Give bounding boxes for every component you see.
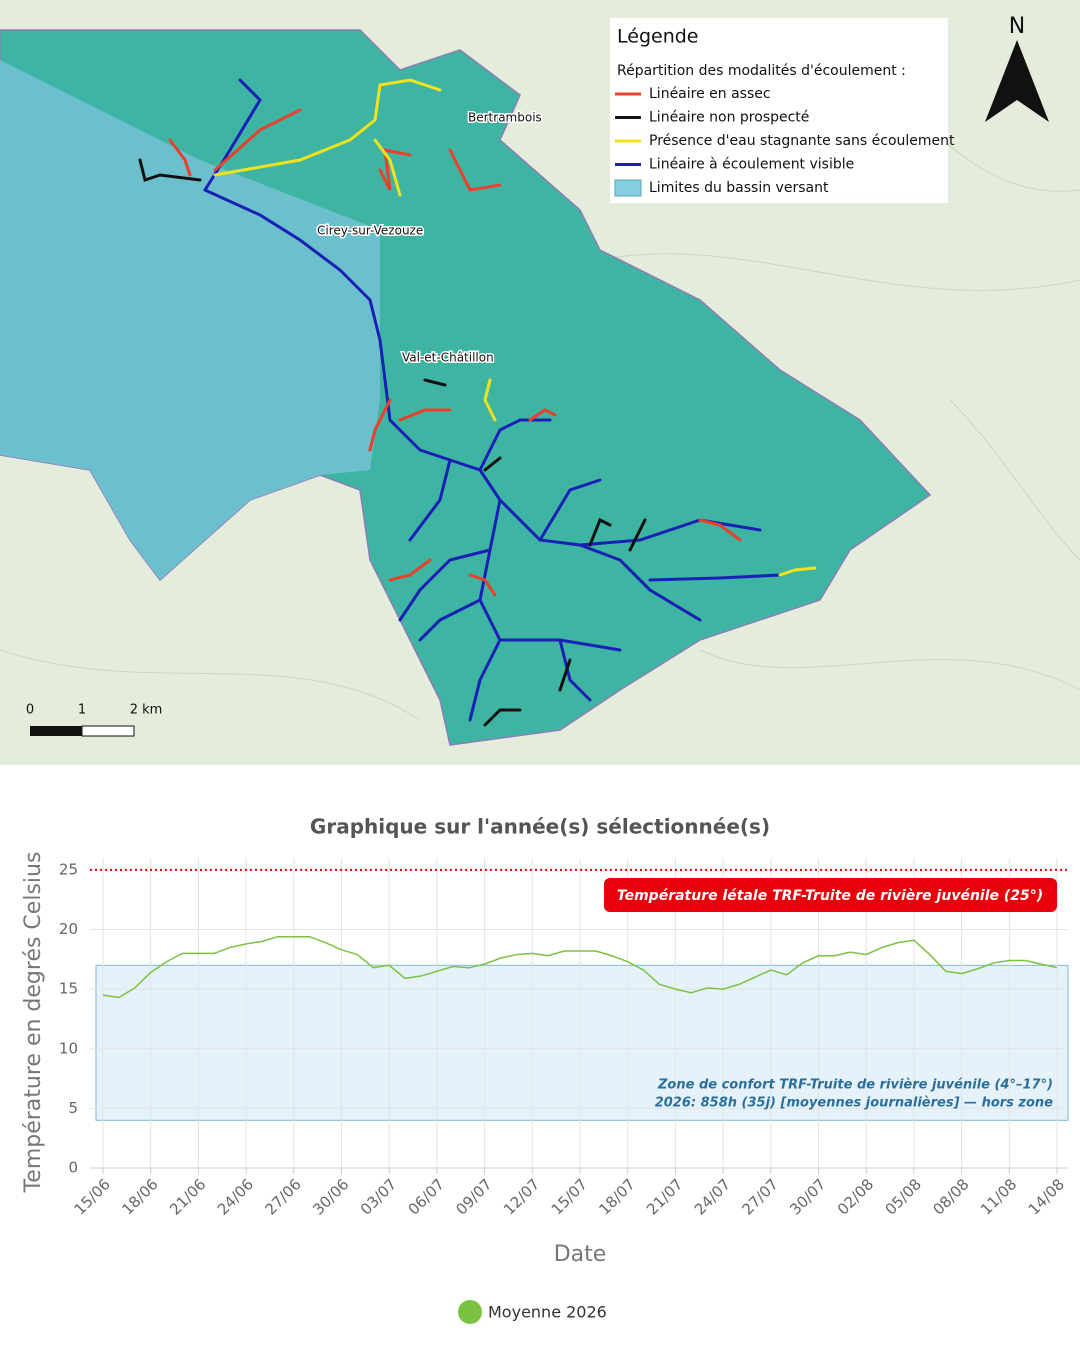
- y-tick-label: 20: [59, 920, 78, 938]
- x-tick-label: 21/06: [166, 1175, 209, 1218]
- x-tick-label: 27/06: [262, 1175, 305, 1218]
- x-tick-label: 24/07: [691, 1175, 734, 1218]
- x-tick-label: 15/07: [548, 1175, 591, 1218]
- scale-bar: [81, 725, 135, 737]
- legend-title: Légende: [617, 26, 698, 48]
- x-tick-label: 27/07: [739, 1175, 782, 1218]
- scale-label: 0: [26, 703, 34, 718]
- x-tick-label: 09/07: [452, 1175, 495, 1218]
- map: Bertrambois Cirey-sur-Vezouze Val-et-Châ…: [0, 0, 1080, 765]
- place-label: Bertrambois: [468, 111, 542, 125]
- scale-bar: [30, 726, 82, 736]
- north-arrow: [1017, 40, 1049, 122]
- x-tick-label: 15/06: [71, 1175, 114, 1218]
- x-tick-label: 14/08: [1025, 1175, 1068, 1218]
- y-tick-label: 0: [68, 1159, 78, 1177]
- x-tick-label: 21/07: [643, 1175, 686, 1218]
- legend-box: [610, 18, 948, 203]
- rivers: [138, 78, 817, 727]
- series-line: [102, 935, 1058, 999]
- x-tick-label: 02/08: [834, 1175, 877, 1218]
- legend-label: Présence d'eau stagnante sans écoulement: [649, 133, 955, 149]
- legend-swatch: [614, 179, 642, 197]
- lethal-badge: [604, 878, 1057, 912]
- scale-label: 1: [78, 703, 86, 718]
- x-axis-label: Date: [554, 1242, 607, 1267]
- comfort-zone: [95, 964, 1069, 1121]
- x-tick-label: 03/07: [357, 1175, 400, 1218]
- legend-label: Linéaire non prospecté: [649, 110, 809, 126]
- x-tick-label: 06/07: [405, 1175, 448, 1218]
- y-tick-label: 15: [59, 980, 78, 998]
- chart-title: Graphique sur l'année(s) sélectionnée(s): [310, 815, 770, 839]
- scale-label: 2 km: [130, 703, 163, 718]
- legend-subtitle: Répartition des modalités d'écoulement :: [617, 63, 906, 79]
- legend: Légende Répartition des modalités d'écou…: [610, 18, 955, 203]
- basin-west: [0, 60, 380, 580]
- y-axis-label: Température en degrés Celsius: [21, 852, 46, 1194]
- x-tick-label: 12/07: [500, 1175, 543, 1218]
- x-tick-label: 08/08: [929, 1175, 972, 1218]
- x-tick-label: 30/06: [309, 1175, 352, 1218]
- comfort-label: Zone de confort TRF-Truite de rivière ju…: [657, 1078, 1053, 1093]
- x-tick-label: 18/06: [118, 1175, 161, 1218]
- north-label: N: [1009, 14, 1025, 39]
- y-tick-label: 10: [59, 1039, 78, 1057]
- legend-label: Moyenne 2026: [488, 1303, 607, 1322]
- legend-label: Linéaire à écoulement visible: [649, 157, 854, 173]
- chart: Graphique sur l'année(s) sélectionnée(s)…: [21, 815, 1069, 1324]
- place-label: Val-et-Châtillon: [402, 351, 494, 365]
- comfort-label: 2026: 858h (35j) [moyennes journalières]…: [655, 1096, 1053, 1111]
- legend-marker: [458, 1300, 482, 1324]
- x-tick-label: 30/07: [786, 1175, 829, 1218]
- x-tick-label: 18/07: [595, 1175, 638, 1218]
- y-tick-label: 5: [68, 1099, 78, 1117]
- lethal-label: Température létale TRF-Truite de rivière…: [617, 888, 1043, 904]
- x-tick-label: 24/06: [214, 1175, 257, 1218]
- x-tick-label: 05/08: [882, 1175, 925, 1218]
- legend-label: Limites du bassin versant: [649, 180, 829, 196]
- y-tick-label: 25: [59, 860, 78, 878]
- north-arrow: [985, 40, 1017, 122]
- x-tick-label: 11/08: [977, 1175, 1020, 1218]
- place-label: Cirey-sur-Vezouze: [317, 224, 423, 238]
- legend-label: Linéaire en assec: [649, 86, 771, 102]
